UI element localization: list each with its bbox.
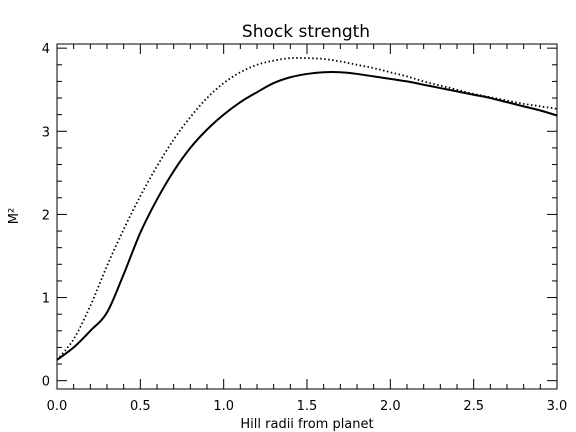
y-tick-label: 3 [42, 125, 50, 140]
dotted-series-line [56, 57, 558, 361]
y-tick-label: 2 [42, 208, 50, 223]
x-axis-tick-labels: 0.0 0.5 1.0 1.5 2.0 2.5 3.0 [47, 399, 568, 414]
x-tick-label: 2.0 [380, 399, 401, 414]
x-tick-label: 0.0 [47, 399, 68, 414]
x-tick-label: 2.5 [463, 399, 484, 414]
y-axis-ticks [57, 47, 557, 382]
y-tick-label: 0 [42, 375, 50, 390]
y-axis-label: M² [7, 208, 22, 224]
y-axis-tick-labels: 0 1 2 3 4 [42, 42, 50, 390]
x-tick-label: 1.5 [297, 399, 318, 414]
x-axis-ticks [56, 44, 558, 389]
y-tick-label: 4 [42, 42, 50, 57]
x-tick-label: 0.5 [130, 399, 151, 414]
solid-series-line [56, 71, 558, 361]
x-tick-label: 1.0 [213, 399, 234, 414]
series-layer [56, 57, 558, 361]
chart-title: Shock strength [242, 22, 370, 42]
y-tick-label: 1 [42, 292, 50, 307]
x-tick-label: 3.0 [547, 399, 568, 414]
x-axis-label: Hill radii from planet [240, 417, 373, 432]
